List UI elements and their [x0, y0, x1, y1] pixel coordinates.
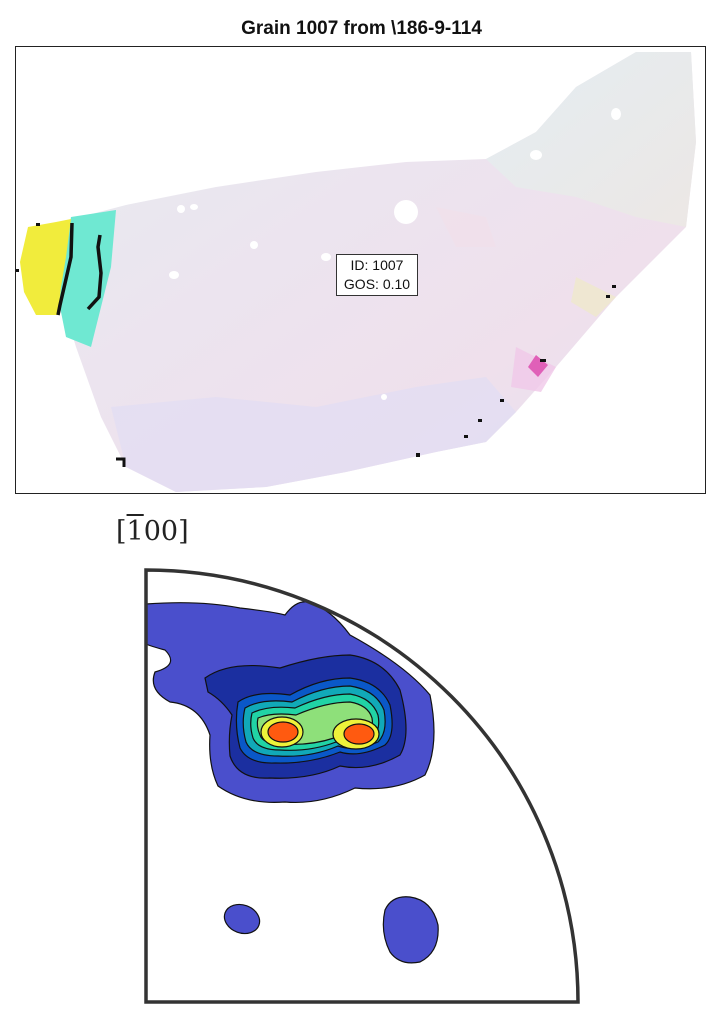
grain-gos-label: GOS: 0.10 — [343, 276, 411, 292]
label-bracket-open: [ — [116, 516, 127, 547]
inverse-pole-figure — [144, 568, 580, 1004]
grain-id-label: ID: 1007 — [350, 257, 404, 273]
fundamental-sector-outline — [144, 568, 580, 1004]
minor-spot-1 — [223, 903, 261, 935]
yellow-subgrain — [20, 219, 71, 315]
label-overbar-digit: 1 — [126, 516, 144, 547]
subgrain-boundary-2 — [86, 234, 103, 311]
grain-upper-region — [486, 52, 696, 227]
contour-level-8b — [343, 723, 375, 745]
contour-level-8a — [267, 721, 299, 743]
label-rest: 00] — [143, 516, 189, 547]
pole-figure-top-label: [100] — [116, 516, 189, 547]
subgrain-boundary-1 — [56, 222, 74, 316]
grain-info-box: ID: 1007 GOS: 0.10 — [336, 254, 418, 296]
grain-orientation-map: ID: 1007 GOS: 0.10 — [15, 46, 706, 494]
map-title: Grain 1007 from \186-9-114 — [241, 18, 482, 39]
minor-spot-2 — [382, 896, 439, 964]
